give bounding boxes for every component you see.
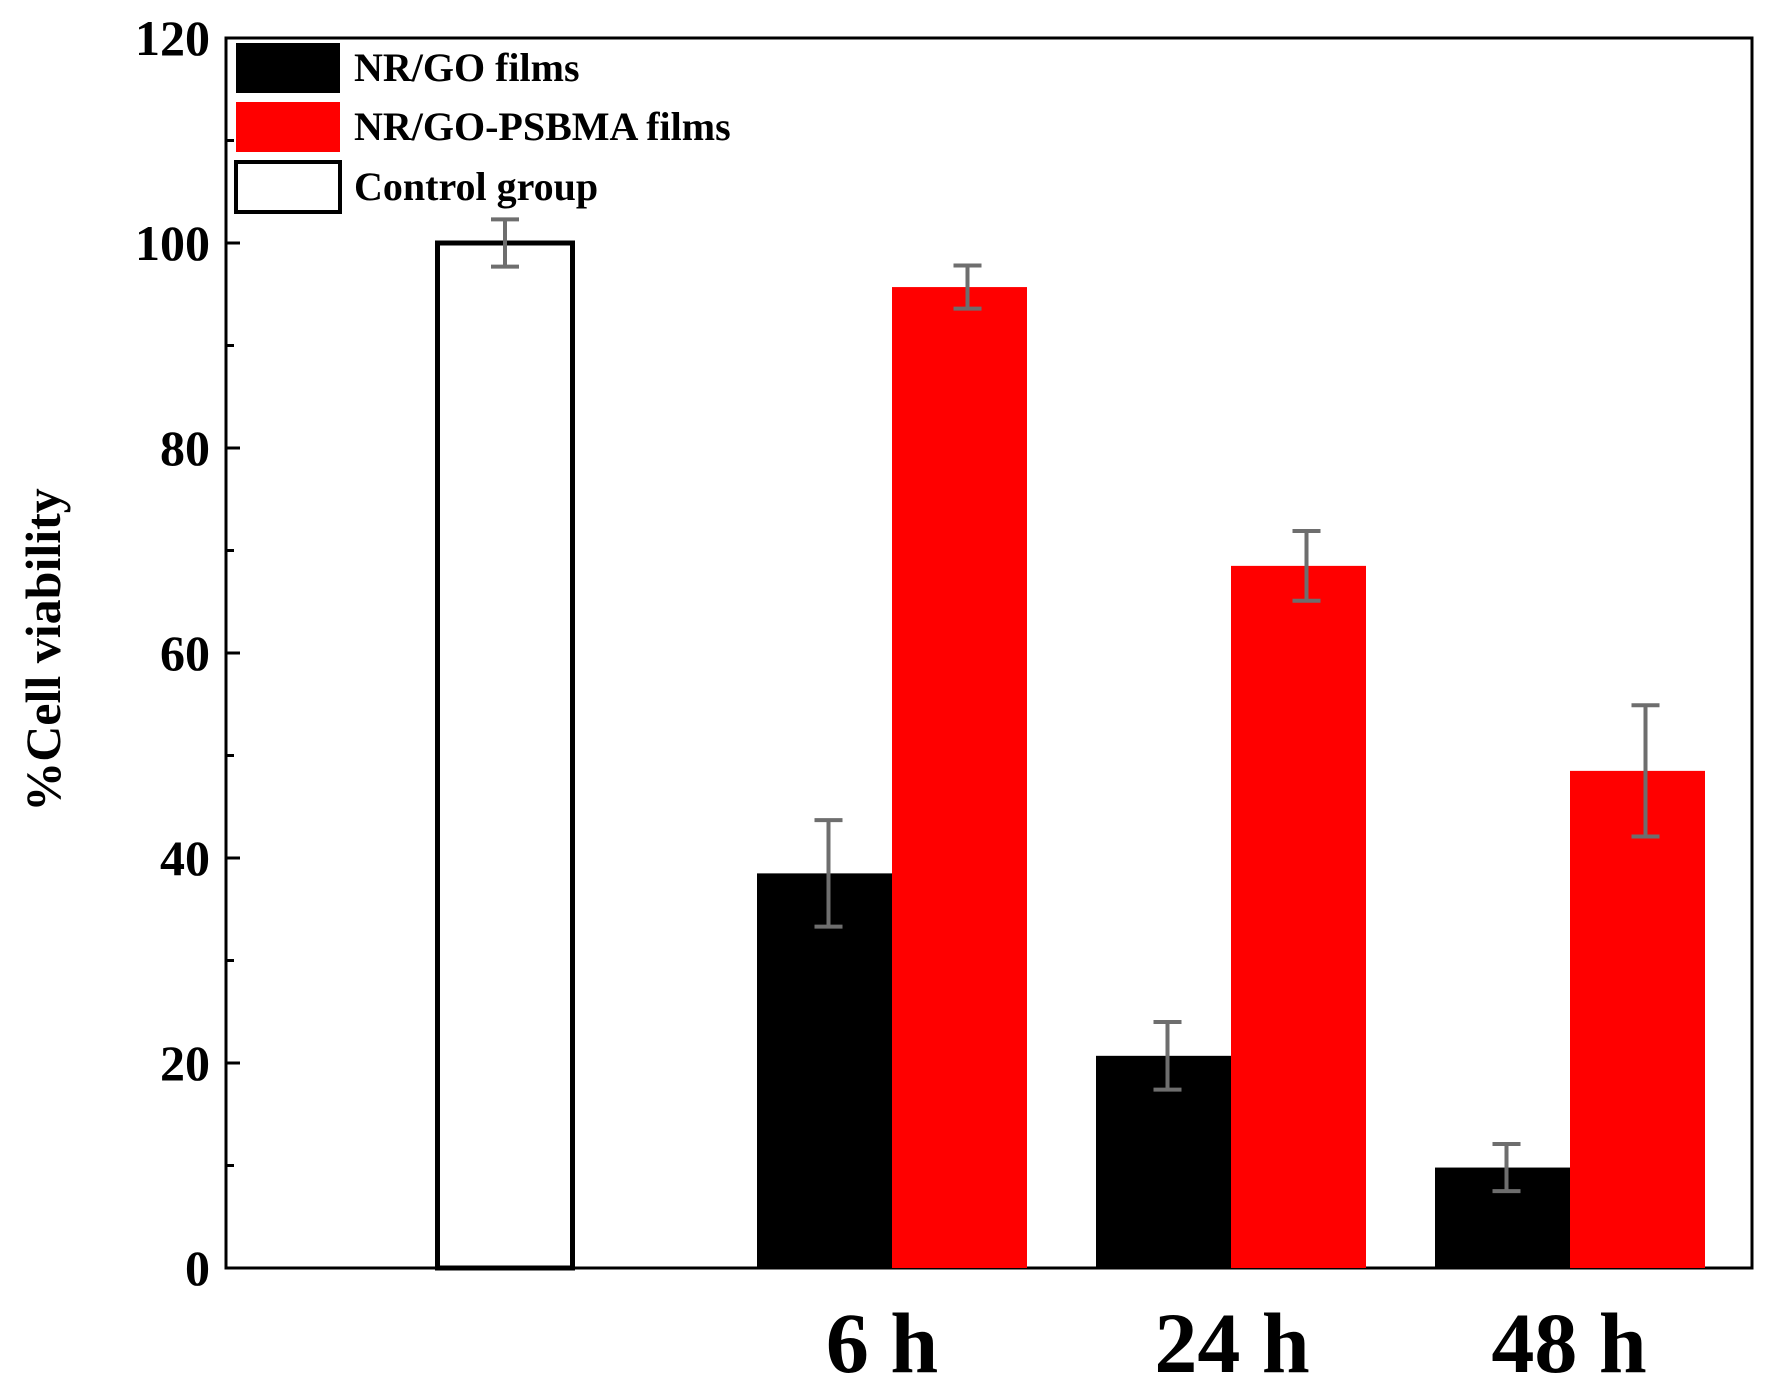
y-tick-label: 120 — [135, 10, 210, 66]
legend-swatch — [236, 43, 340, 93]
y-tick-label: 80 — [160, 420, 210, 476]
bar-nr-go-psbma-films-6h — [892, 287, 1027, 1268]
y-tick-label: 0 — [185, 1240, 210, 1296]
y-axis-label: %Cell viability — [15, 488, 71, 812]
x-category-label: 24 h — [1154, 1295, 1309, 1386]
legend-swatch — [236, 102, 340, 152]
bar-nr-go-films-6h — [757, 873, 892, 1268]
legend-swatch — [234, 160, 342, 214]
x-category-label: 48 h — [1491, 1295, 1646, 1386]
x-category-label: 6 h — [826, 1295, 938, 1386]
bar-nr-go-psbma-films-24h — [1231, 565, 1366, 1268]
y-tick-label: 40 — [160, 830, 210, 886]
bar-nr-go-psbma-films-48h — [1570, 770, 1705, 1268]
legend-label: Control group — [354, 164, 598, 209]
legend-label: NR/GO-PSBMA films — [354, 104, 731, 149]
legend-label: NR/GO films — [354, 45, 580, 90]
y-tick-label: 60 — [160, 625, 210, 681]
bar-control-group-control — [435, 240, 575, 1271]
y-tick-label: 20 — [160, 1035, 210, 1091]
y-tick-label: 100 — [135, 215, 210, 271]
bar-nr-go-films-48h — [1435, 1167, 1570, 1268]
